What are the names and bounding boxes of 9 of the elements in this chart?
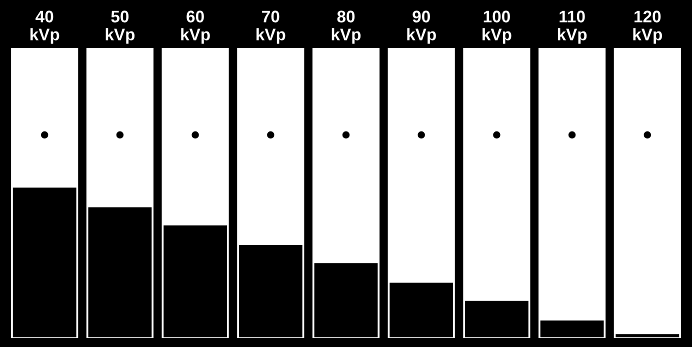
x-tick-label: 40 kVp [30, 10, 60, 44]
x-tick-label: 120 kVp [633, 10, 662, 44]
x-tick-label: 90 kVp [407, 10, 436, 44]
x-tick-label: 80 kVp [332, 10, 361, 44]
x-tick-label: 110 kVp [558, 10, 587, 44]
x-tick-label: 60 kVp [181, 10, 210, 44]
x-tick-label: 100 kVp [482, 10, 512, 44]
x-tick-label: 70 kVp [256, 10, 286, 44]
x-tick-label: 50 kVp [106, 10, 135, 44]
